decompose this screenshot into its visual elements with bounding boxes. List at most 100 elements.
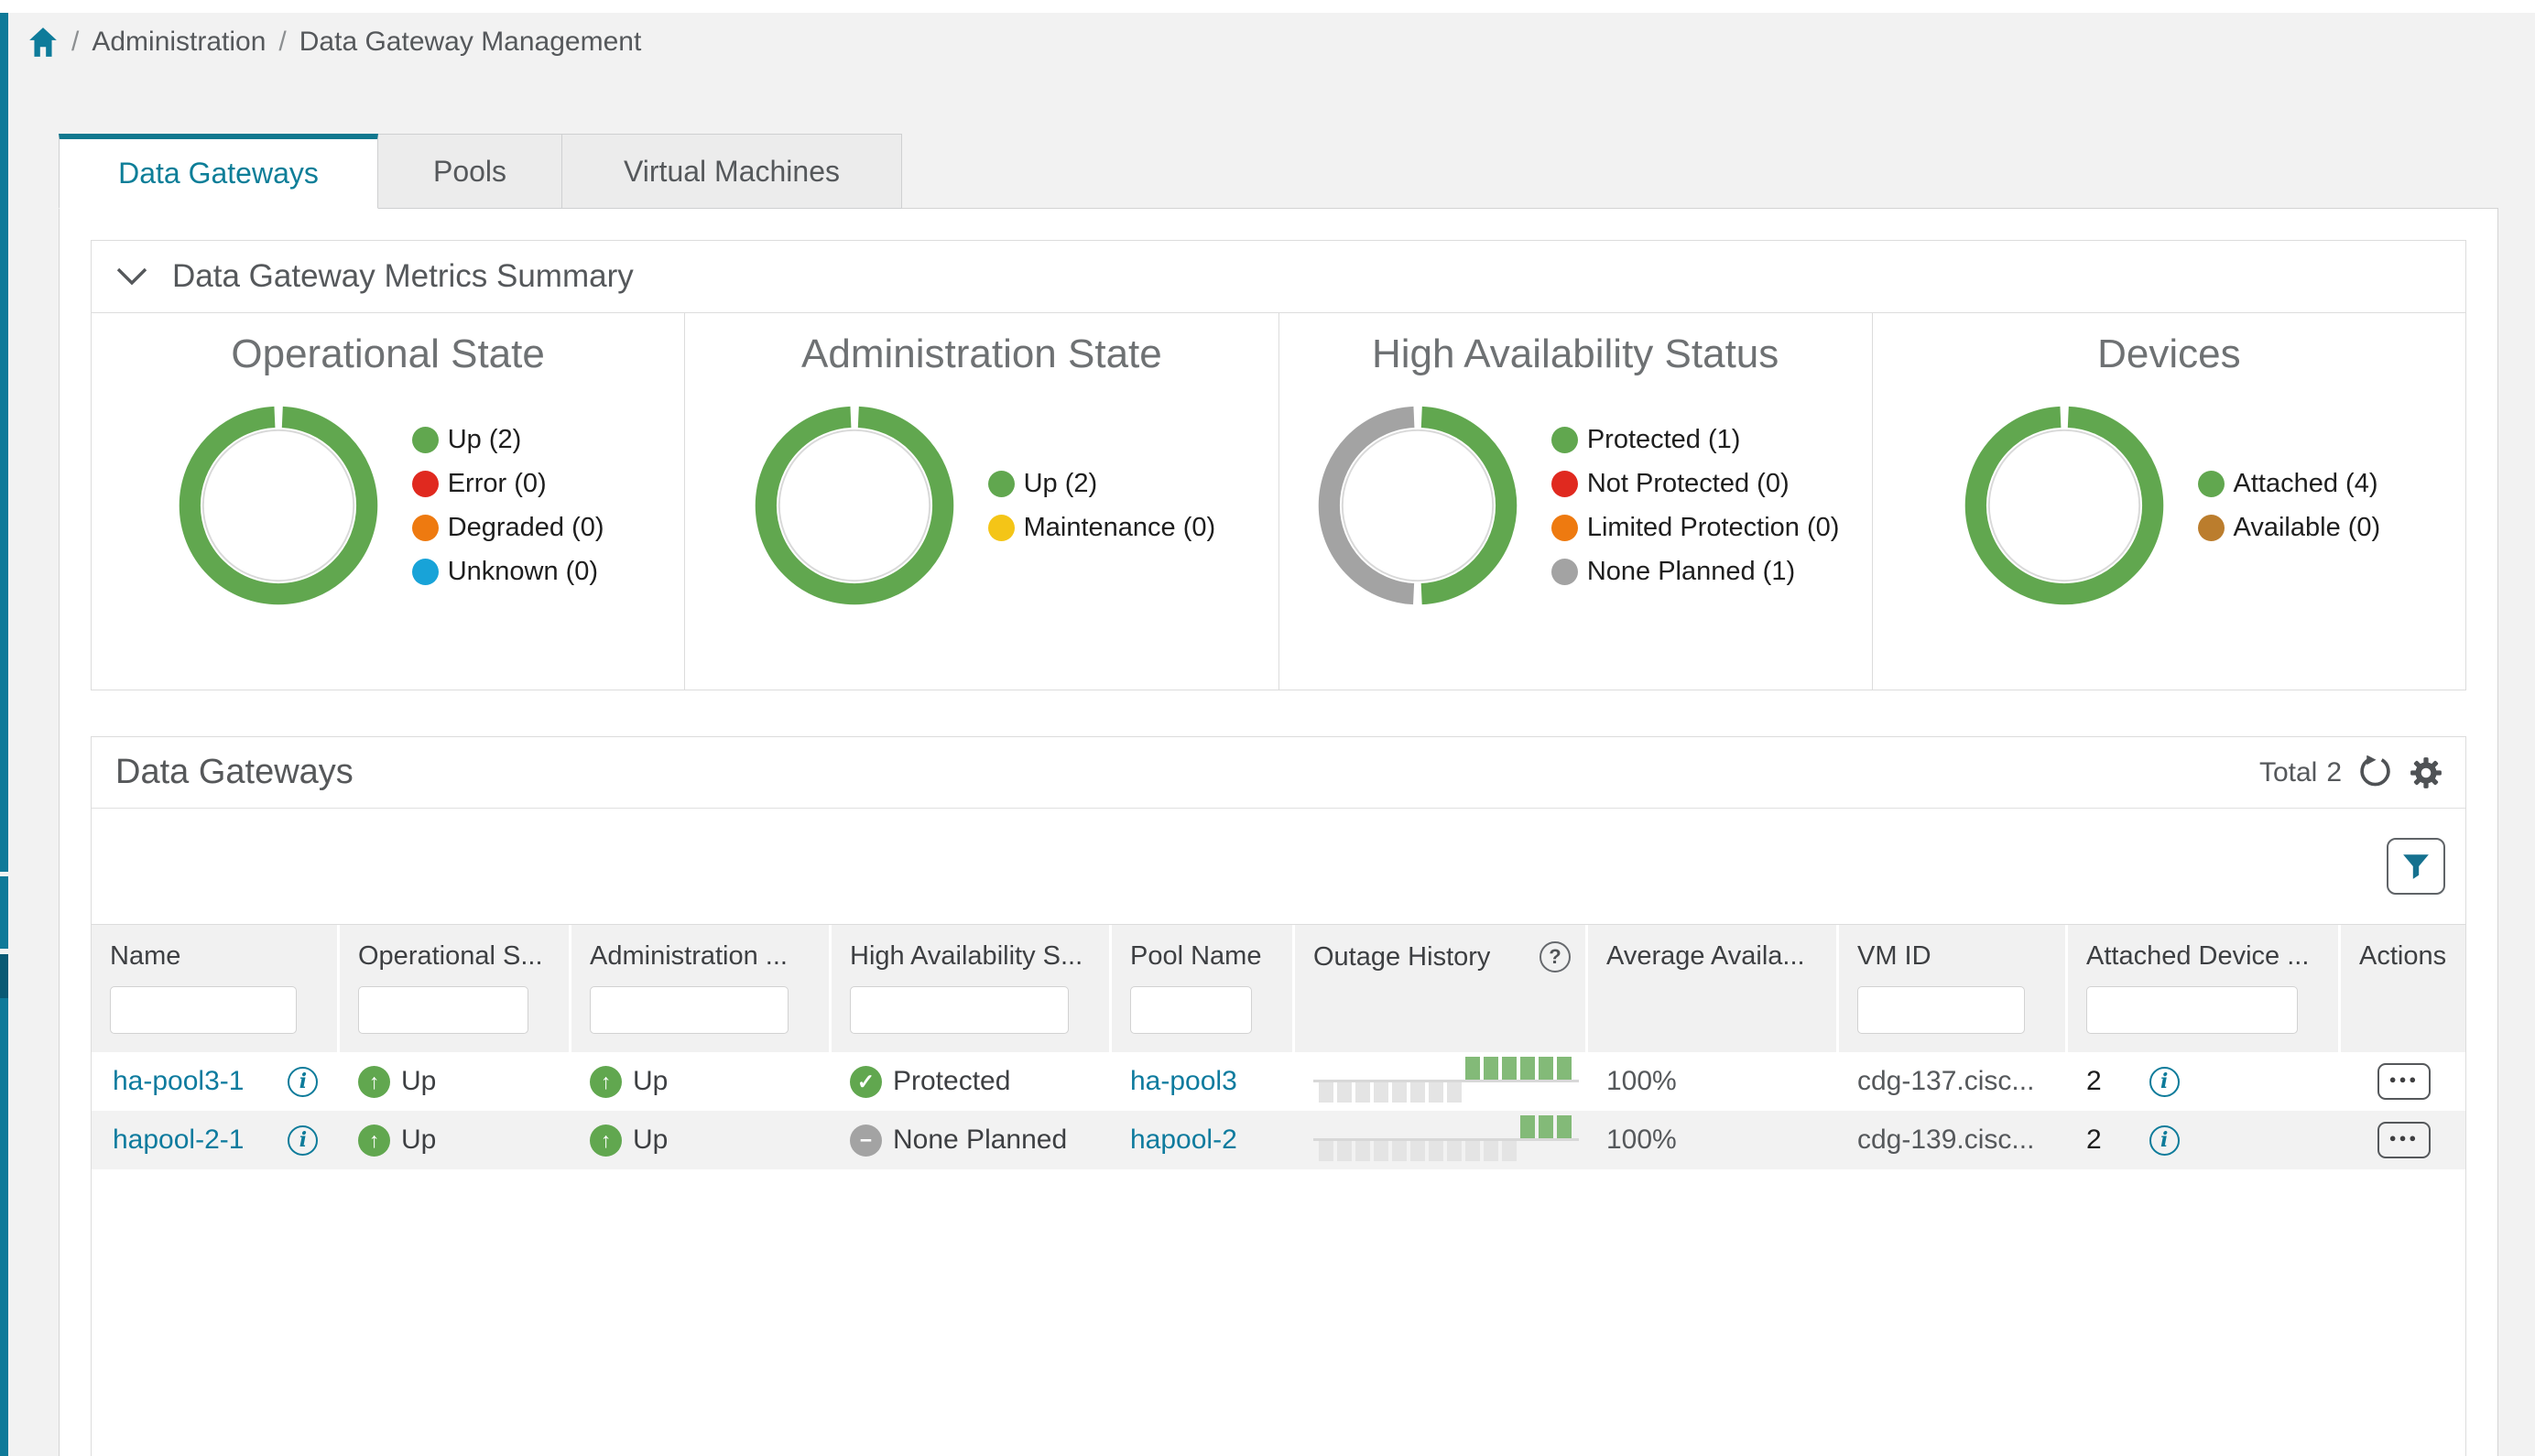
- filter-input-pool-name[interactable]: [1130, 986, 1252, 1034]
- gear-icon: [2409, 755, 2443, 790]
- legend-item-limited-protection: Limited Protection (0): [1551, 513, 1840, 543]
- chart-operational-state: Operational StateUp (2)Error (0)Degraded…: [92, 313, 685, 690]
- cell-actions: ●●●: [2338, 1063, 2467, 1100]
- legend-item-none-planned: None Planned (1): [1551, 557, 1840, 587]
- legend-item-maintenance: Maintenance (0): [988, 513, 1216, 543]
- pool-name-link[interactable]: hapool-2: [1130, 1125, 1237, 1156]
- legend-item-not-protected: Not Protected (0): [1551, 469, 1840, 499]
- outage-bar-gray: [1392, 1082, 1407, 1103]
- attached-devices-count: 2: [2086, 1066, 2102, 1097]
- outage-bar-gray: [1392, 1141, 1407, 1161]
- cell-operational-state: ↑Up: [337, 1125, 569, 1157]
- donut-chart: [172, 399, 385, 612]
- column-header-average-availa: Average Availa...: [1585, 925, 1836, 1052]
- chart-title: Operational State: [92, 331, 684, 377]
- tabs: Data GatewaysPoolsVirtual Machines: [59, 134, 2535, 209]
- collapsed-sidebar-rail[interactable]: [0, 13, 8, 1456]
- column-label: High Availability S...: [850, 941, 1083, 972]
- filter-input-attached-device[interactable]: [2086, 986, 2298, 1034]
- cell-actions: ●●●: [2338, 1122, 2467, 1158]
- gateway-name-link[interactable]: ha-pool3-1: [113, 1066, 244, 1097]
- legend-label: Limited Protection (0): [1587, 513, 1840, 543]
- outage-bar-gray: [1465, 1141, 1480, 1161]
- breadcrumb-separator: /: [278, 27, 286, 58]
- legend-dot: [412, 515, 439, 541]
- chart-legend: Up (2)Maintenance (0): [988, 469, 1216, 543]
- settings-button[interactable]: [2409, 755, 2443, 790]
- chart-title: Devices: [1873, 331, 2465, 377]
- chart-devices: Devices Attached (4)Available (0): [1873, 313, 2465, 690]
- chevron-down-icon[interactable]: [115, 266, 148, 287]
- filter-input-vm-id[interactable]: [1857, 986, 2025, 1034]
- metrics-summary-header[interactable]: Data Gateway Metrics Summary: [92, 241, 2465, 312]
- row-actions-button[interactable]: ●●●: [2377, 1063, 2431, 1100]
- donut-chart: [748, 399, 961, 612]
- filter-input-name[interactable]: [110, 986, 297, 1034]
- chart-body: Attached (4)Available (0): [1873, 399, 2465, 612]
- donut-chart: [1958, 399, 2171, 612]
- home-icon[interactable]: [27, 26, 59, 59]
- outage-bar-gray: [1410, 1141, 1425, 1161]
- total-count: Total 2: [2259, 757, 2342, 788]
- filter-input-administration[interactable]: [590, 986, 789, 1034]
- outage-bar-gray: [1447, 1082, 1462, 1103]
- refresh-button[interactable]: [2358, 755, 2392, 789]
- cell-attached-devices: 2i: [2065, 1125, 2338, 1156]
- outage-bar-green: [1557, 1115, 1572, 1138]
- outage-baseline: [1313, 1080, 1579, 1082]
- legend-label: Protected (1): [1587, 425, 1741, 455]
- cell-name: hapool-2-1 i: [92, 1125, 337, 1156]
- gateway-name-link[interactable]: hapool-2-1: [113, 1125, 244, 1156]
- tab-pools[interactable]: Pools: [377, 134, 562, 209]
- legend-dot: [2198, 515, 2225, 541]
- breadcrumb-administration[interactable]: Administration: [92, 27, 266, 58]
- chart-legend: Attached (4)Available (0): [2198, 469, 2381, 543]
- tab-virtual-machines[interactable]: Virtual Machines: [561, 134, 902, 209]
- pool-name-link[interactable]: ha-pool3: [1130, 1066, 1237, 1097]
- legend-label: Maintenance (0): [1024, 513, 1216, 543]
- ha-status-text: Protected: [893, 1066, 1010, 1097]
- filter-input-operational-s[interactable]: [358, 986, 528, 1034]
- legend-dot: [1551, 559, 1578, 585]
- table-title: Data Gateways: [115, 753, 354, 792]
- status-minus-icon: −: [850, 1125, 882, 1157]
- tab-data-gateways[interactable]: Data Gateways: [59, 134, 378, 209]
- attached-devices-count: 2: [2086, 1125, 2102, 1156]
- vm-id-text: cdg-137.cisc...: [1857, 1066, 2034, 1097]
- donut-chart: [1311, 399, 1524, 612]
- info-icon[interactable]: i: [288, 1125, 318, 1156]
- breadcrumb: / Administration / Data Gateway Manageme…: [0, 13, 2535, 71]
- legend-dot: [2198, 471, 2225, 497]
- refresh-icon: [2358, 755, 2392, 789]
- outage-bar-gray: [1410, 1082, 1425, 1103]
- cell-administration-state: ↑Up: [569, 1066, 829, 1098]
- column-header-vm-id: VM ID: [1836, 925, 2065, 1052]
- table-toolbar: [92, 809, 2465, 924]
- row-actions-button[interactable]: ●●●: [2377, 1122, 2431, 1158]
- rail-scroll-thumb: [0, 954, 8, 998]
- cell-outage-history: [1292, 1114, 1585, 1167]
- column-label: Outage History: [1313, 942, 1490, 972]
- vm-id-text: cdg-139.cisc...: [1857, 1125, 2034, 1156]
- cell-ha-status: −None Planned: [829, 1125, 1109, 1157]
- outage-bar-gray: [1337, 1141, 1352, 1161]
- info-icon[interactable]: i: [2149, 1067, 2180, 1097]
- info-icon[interactable]: i: [288, 1067, 318, 1097]
- cell-average-availability: 100%: [1585, 1125, 1836, 1156]
- help-icon[interactable]: ?: [1539, 941, 1571, 972]
- legend-item-attached: Attached (4): [2198, 469, 2381, 499]
- info-icon[interactable]: i: [2149, 1125, 2180, 1156]
- filter-funnel-icon: [2401, 852, 2431, 881]
- cell-pool-name: ha-pool3: [1109, 1066, 1292, 1097]
- top-strip: [0, 0, 2535, 13]
- outage-bar-gray: [1374, 1082, 1388, 1103]
- breadcrumb-current-page: Data Gateway Management: [299, 27, 642, 58]
- cell-attached-devices: 2i: [2065, 1066, 2338, 1097]
- filter-input-high-availability-s[interactable]: [850, 986, 1069, 1034]
- column-label: Average Availa...: [1606, 941, 1805, 972]
- table-title-row: Data Gateways Total 2: [92, 737, 2465, 809]
- outage-bar-green: [1520, 1115, 1535, 1138]
- outage-bar-green: [1520, 1057, 1535, 1080]
- cell-pool-name: hapool-2: [1109, 1125, 1292, 1156]
- filter-button[interactable]: [2387, 838, 2445, 895]
